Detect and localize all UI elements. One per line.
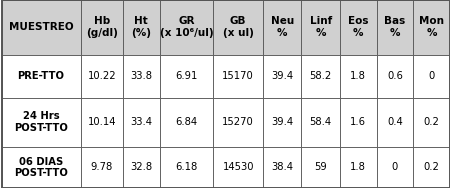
Text: 1.8: 1.8	[350, 71, 366, 81]
Bar	[377, 147, 413, 188]
Bar	[81, 147, 123, 188]
Bar	[413, 147, 450, 188]
Bar	[1, 55, 81, 98]
Text: 59: 59	[314, 162, 327, 172]
Text: 39.4: 39.4	[271, 71, 293, 81]
Bar	[81, 0, 123, 55]
Bar	[213, 0, 263, 55]
Bar	[413, 55, 450, 98]
Bar	[1, 0, 81, 55]
Text: 38.4: 38.4	[271, 162, 293, 172]
Text: 32.8: 32.8	[130, 162, 153, 172]
Bar	[263, 147, 302, 188]
Text: Ht
(%): Ht (%)	[131, 17, 151, 38]
Bar	[1, 98, 81, 147]
Text: Eos
%: Eos %	[348, 17, 369, 38]
Text: Mon
%: Mon %	[419, 17, 444, 38]
Bar	[160, 98, 213, 147]
Bar	[377, 0, 413, 55]
Bar	[263, 55, 302, 98]
Text: GR
(x 10⁶/ul): GR (x 10⁶/ul)	[160, 17, 213, 38]
Bar	[213, 98, 263, 147]
Bar	[377, 98, 413, 147]
Bar	[263, 98, 302, 147]
Text: 33.4: 33.4	[130, 117, 153, 127]
Text: 1.8: 1.8	[350, 162, 366, 172]
Bar	[340, 0, 377, 55]
Text: Bas
%: Bas %	[384, 17, 405, 38]
Bar	[1, 147, 81, 188]
Text: 33.8: 33.8	[130, 71, 153, 81]
Text: 6.91: 6.91	[176, 71, 198, 81]
Bar	[377, 55, 413, 98]
Text: 0.4: 0.4	[387, 117, 403, 127]
Bar	[123, 147, 160, 188]
Bar	[123, 98, 160, 147]
Bar	[263, 0, 302, 55]
Text: 58.2: 58.2	[310, 71, 332, 81]
Bar	[413, 0, 450, 55]
Text: 9.78: 9.78	[91, 162, 113, 172]
Text: 39.4: 39.4	[271, 117, 293, 127]
Text: 6.84: 6.84	[176, 117, 198, 127]
Bar	[81, 55, 123, 98]
Bar	[302, 55, 340, 98]
Text: 06 DIAS
POST-TTO: 06 DIAS POST-TTO	[14, 157, 68, 178]
Bar	[160, 0, 213, 55]
Text: 10.14: 10.14	[88, 117, 116, 127]
Text: Linf
%: Linf %	[310, 17, 332, 38]
Bar	[340, 147, 377, 188]
Text: 10.22: 10.22	[87, 71, 116, 81]
Text: 58.4: 58.4	[310, 117, 332, 127]
Bar	[340, 98, 377, 147]
Bar	[81, 98, 123, 147]
Text: 0.2: 0.2	[424, 162, 440, 172]
Bar	[213, 147, 263, 188]
Bar	[413, 98, 450, 147]
Text: 15270: 15270	[222, 117, 254, 127]
Text: Hb
(g/dl): Hb (g/dl)	[86, 17, 118, 38]
Text: 6.18: 6.18	[176, 162, 198, 172]
Bar	[302, 147, 340, 188]
Text: 24 Hrs
POST-TTO: 24 Hrs POST-TTO	[14, 111, 68, 133]
Bar	[340, 55, 377, 98]
Text: GB
(x ul): GB (x ul)	[223, 17, 254, 38]
Text: MUESTREO: MUESTREO	[9, 22, 73, 32]
Bar	[213, 55, 263, 98]
Bar	[123, 55, 160, 98]
Text: 15170: 15170	[222, 71, 254, 81]
Text: Neu
%: Neu %	[270, 17, 294, 38]
Text: 0.2: 0.2	[424, 117, 440, 127]
Bar	[302, 0, 340, 55]
Text: 1.6: 1.6	[350, 117, 366, 127]
Bar	[123, 0, 160, 55]
Bar	[160, 55, 213, 98]
Text: 0: 0	[392, 162, 398, 172]
Text: 0: 0	[428, 71, 435, 81]
Bar	[160, 147, 213, 188]
Text: PRE-TTO: PRE-TTO	[18, 71, 65, 81]
Bar	[302, 98, 340, 147]
Text: 14530: 14530	[222, 162, 254, 172]
Text: 0.6: 0.6	[387, 71, 403, 81]
